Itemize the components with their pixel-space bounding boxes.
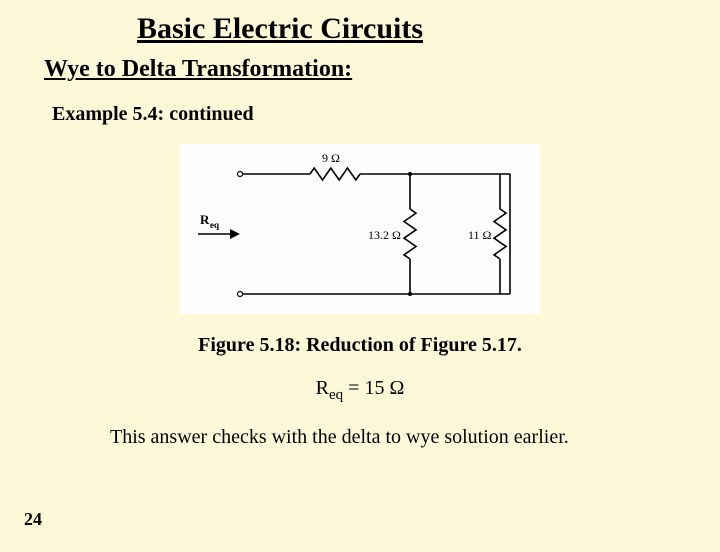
- svg-text:9 Ω: 9 Ω: [322, 151, 340, 165]
- circuit-figure: Req 9 Ω 13.2 Ω 11 Ω: [180, 144, 540, 314]
- svg-text:13.2 Ω: 13.2 Ω: [368, 228, 401, 242]
- req-value: = 15: [343, 377, 389, 399]
- page-number: 24: [24, 509, 42, 530]
- req-equation: Req = 15 Ω: [0, 377, 720, 404]
- req-r: R: [316, 377, 329, 399]
- req-sub: eq: [329, 387, 343, 403]
- svg-text:R: R: [200, 212, 210, 227]
- section-subtitle: Wye to Delta Transformation:: [44, 56, 720, 83]
- figure-caption: Figure 5.18: Reduction of Figure 5.17.: [0, 334, 720, 357]
- svg-text:11 Ω: 11 Ω: [468, 228, 492, 242]
- page-title: Basic Electric Circuits: [100, 12, 460, 46]
- conclusion-text: This answer checks with the delta to wye…: [110, 426, 720, 449]
- svg-text:eq: eq: [210, 220, 219, 230]
- circuit-svg: Req 9 Ω 13.2 Ω 11 Ω: [180, 144, 540, 314]
- ohm-symbol: Ω: [389, 377, 404, 399]
- example-label: Example 5.4: continued: [52, 103, 720, 126]
